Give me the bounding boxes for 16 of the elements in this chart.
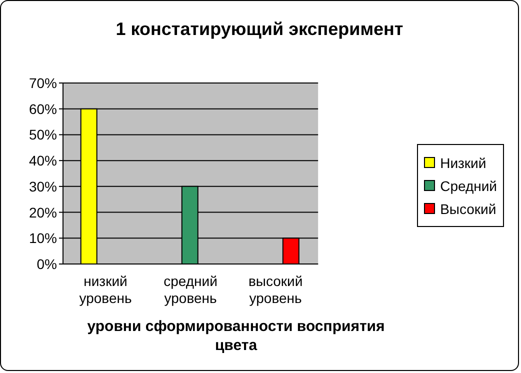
x-tick-label: средний уровень	[164, 273, 218, 306]
y-tick-label: 70%	[28, 74, 57, 91]
y-tick-label: 40%	[28, 152, 57, 169]
y-tick-label: 20%	[28, 204, 57, 220]
legend-label: Средний	[440, 178, 497, 194]
chart-title: 1 констатирующий эксперимент	[114, 19, 404, 40]
x-tick-label: высокий уровень	[248, 273, 303, 306]
y-tick-label: 60%	[28, 100, 57, 117]
x-tick-label: низкий уровень	[79, 273, 132, 306]
y-tick-label: 30%	[28, 178, 57, 194]
legend-label: Высокий	[440, 200, 496, 216]
x-axis-title: уровни сформированности восприятия цвета	[86, 317, 386, 355]
y-tick-label: 10%	[28, 230, 57, 246]
legend-label: Низкий	[440, 154, 486, 170]
y-tick-label: 50%	[28, 126, 57, 143]
y-tick-label: 0%	[36, 256, 57, 272]
